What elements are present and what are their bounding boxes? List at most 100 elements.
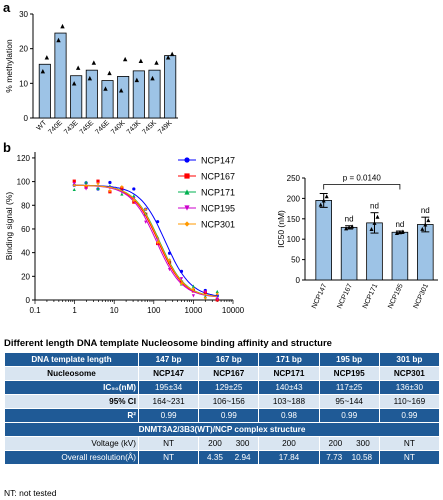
data-point [96, 187, 100, 191]
data-point [138, 58, 144, 63]
data-point [107, 70, 112, 76]
y-axis-label-b: Binding signal (%) [4, 192, 14, 261]
panel-label-a: a [3, 0, 11, 15]
data-point [344, 226, 349, 231]
bar [366, 222, 383, 281]
data-point [156, 240, 160, 244]
y-axis-label-a: % methylation [4, 39, 14, 93]
bar [117, 76, 130, 119]
data-point [165, 55, 171, 60]
row-label: IC₅₀(nM) [4, 380, 139, 395]
x-tick-label-a: 745E [79, 119, 96, 136]
data-point [372, 220, 377, 225]
data-point [56, 37, 61, 43]
data-point [120, 192, 124, 196]
data-point [144, 207, 148, 211]
data-point [118, 88, 124, 93]
bar [101, 80, 114, 119]
table-cell: 95~144 [318, 394, 380, 409]
fit-curve-ncp167 [74, 184, 218, 298]
data-point [120, 190, 124, 194]
data-point [75, 65, 81, 70]
data-point [156, 235, 160, 239]
data-point [215, 289, 219, 294]
data-point [191, 287, 195, 291]
data-point [167, 258, 172, 262]
data-point [167, 267, 172, 272]
data-point [96, 181, 100, 186]
significance-bracket [323, 184, 401, 190]
data-point [191, 294, 195, 298]
data-point [191, 289, 195, 293]
data-point [108, 184, 112, 188]
data-point [72, 183, 76, 187]
legend-marker [184, 157, 190, 163]
data-point [179, 282, 184, 286]
data-point [150, 75, 155, 81]
y-tick-label-c: 150 [287, 215, 301, 224]
data-point [96, 186, 100, 191]
data-point [108, 189, 112, 193]
data-point [72, 179, 76, 183]
table-row: R² 0.99 0.99 0.98 0.99 0.99 [4, 408, 441, 423]
data-point [84, 183, 88, 188]
table-cell: 200 300 [318, 436, 380, 451]
table-cell: 0.99 [198, 408, 260, 423]
x-tick-label-a: WT [36, 119, 49, 132]
bar [38, 63, 51, 119]
data-point [179, 277, 184, 281]
x-tick-label-a: 743E [63, 119, 80, 136]
data-point [132, 197, 136, 201]
table-row: Overall resolution(Å) NT 4.35 2.94 17.84 7.73… [4, 450, 441, 465]
data-point [215, 297, 219, 301]
data-point [203, 290, 207, 294]
table-row: Voltage (kV) NT 200 300 200 200 300 NT [4, 436, 441, 451]
data-point [84, 187, 88, 191]
legend-label: NCP195 [201, 204, 235, 214]
y-tick-label-a: 30 [19, 10, 28, 19]
data-point [120, 185, 124, 189]
fit-curve-ncp301 [74, 184, 218, 297]
y-tick-label-b: 120 [17, 154, 31, 163]
bar [54, 32, 67, 119]
y-tick-label-b: 60 [21, 225, 30, 234]
table-cell: NCP171 [258, 366, 320, 381]
data-point [179, 280, 184, 284]
table-cell: 0.99 [378, 408, 441, 423]
data-point [72, 182, 76, 186]
table-cell: 0.99 [137, 408, 200, 423]
table-cell: 0.98 [258, 408, 320, 423]
data-point [350, 224, 355, 229]
data-point [144, 207, 148, 211]
legend-label: NCP171 [201, 188, 235, 198]
data-point [191, 288, 195, 292]
data-point [423, 222, 428, 227]
table-row: Nucleosome NCP147 NCP167 NCP171 NCP195 NCP301 [4, 366, 441, 381]
table-cell: 164~231 [137, 394, 200, 409]
data-point [426, 218, 431, 223]
row-label: DNA template length [4, 352, 139, 367]
y-tick-label-c: 50 [291, 256, 300, 265]
table-cell: 7.73 10.58 [318, 450, 380, 465]
table-cell: 200 [258, 436, 320, 451]
table-cell: NT [378, 450, 441, 465]
data-point [179, 281, 184, 286]
data-point [321, 198, 326, 203]
table-cell: 171 bp [258, 352, 320, 367]
data-point [154, 60, 159, 65]
x-tick-label-c: NCP167 [336, 283, 354, 310]
data-point [420, 226, 425, 231]
table-cell-value: 2.94 [234, 453, 251, 462]
data-point [108, 190, 112, 194]
table-cell: NT [137, 436, 200, 451]
data-point [203, 288, 207, 293]
legend-marker [184, 221, 190, 227]
data-point [84, 180, 88, 184]
table-cell: NCP195 [318, 366, 380, 381]
data-point [400, 229, 405, 234]
y-tick-label-c: 250 [287, 174, 301, 183]
data-point [156, 241, 160, 246]
data-point [167, 260, 172, 265]
table-cell-value: 4.35 [207, 453, 223, 462]
x-tick-label-b: 10 [110, 306, 119, 315]
